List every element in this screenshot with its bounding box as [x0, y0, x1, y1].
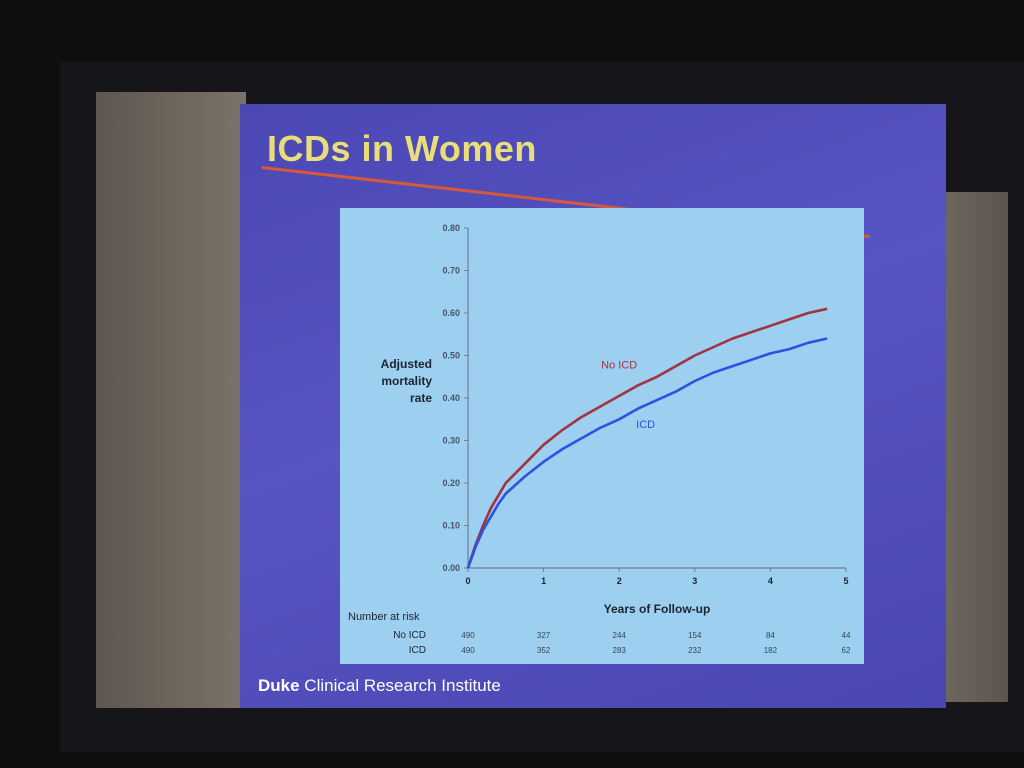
risk-value: 327 [537, 631, 551, 640]
x-tick-label: 2 [617, 576, 622, 586]
series-line-icd [466, 337, 828, 569]
y-tick-label: 0.00 [442, 563, 460, 573]
risk-value: 244 [613, 631, 627, 640]
y-tick-label: 0.40 [442, 393, 460, 403]
risk-value: 283 [613, 646, 627, 655]
mortality-chart: 0.000.100.200.300.400.500.600.700.800 1 2 3… [348, 223, 851, 656]
risk-value: 490 [461, 631, 475, 640]
risk-value: 352 [537, 646, 551, 655]
risk-row-label: ICD [409, 645, 426, 656]
risk-value: 44 [842, 631, 851, 640]
x-axis-label: Years of Follow-up [604, 602, 711, 616]
y-tick-label: 0.60 [442, 308, 460, 318]
y-tick-label: 0.10 [442, 521, 460, 531]
x-tick-label: 3 [692, 576, 697, 586]
y-tick-label: 0.30 [442, 436, 460, 446]
y-tick-label: 0.70 [442, 266, 460, 276]
risk-value: 182 [764, 646, 778, 655]
left-wall-area [96, 92, 246, 708]
slide-title: ICDs in Women [267, 128, 537, 169]
risk-value: 154 [688, 631, 702, 640]
risk-row-label: No ICD [393, 630, 426, 641]
x-tick-label: 1 [541, 576, 546, 586]
x-tick-label: 4 [768, 576, 773, 586]
y-tick-label: 0.20 [442, 478, 460, 488]
x-tick-label: 0 [465, 576, 470, 586]
y-tick-label: 0.50 [442, 351, 460, 361]
footer-text: Clinical Research Institute [299, 676, 501, 695]
risk-value: 62 [842, 646, 851, 655]
y-tick-label: 0.80 [442, 223, 460, 233]
x-tick-label: 5 [843, 576, 848, 586]
series-label-no-icd: No ICD [601, 359, 637, 371]
chart-panel: 0.00 0.10 0.20 0.30 0.40 0.50 0.60 0.70 0.80 0 1 2 3… [340, 208, 864, 664]
footer-brand: Duke [258, 676, 300, 695]
series-label-icd: ICD [636, 419, 655, 431]
series-line-no-icd [466, 307, 828, 569]
risk-value: 490 [461, 646, 475, 655]
y-axis-label: Adjusted mortality rate [381, 357, 433, 405]
risk-value: 84 [766, 631, 775, 640]
risk-value: 232 [688, 646, 702, 655]
risk-table-header: Number at risk [348, 611, 420, 623]
footer-institute: Duke Clinical Research Institute [258, 676, 501, 696]
